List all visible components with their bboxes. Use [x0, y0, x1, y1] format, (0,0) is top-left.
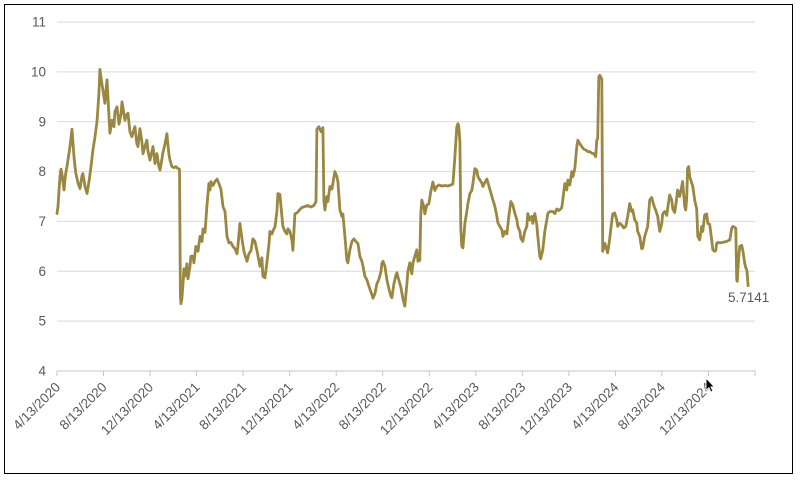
x-tick-label: 4/13/2024 [568, 379, 621, 432]
x-tick-label: 4/13/2021 [150, 380, 203, 433]
x-tick-label: 4/13/2023 [429, 380, 482, 433]
y-tick-label: 6 [38, 264, 46, 279]
y-tick-label: 4 [38, 364, 46, 379]
last-value-data-label: 5.7141 [728, 290, 770, 305]
x-tick-label: 4/13/2020 [10, 380, 63, 433]
y-tick-label: 5 [38, 314, 46, 329]
y-tick-label: 7 [38, 214, 46, 229]
y-tick-label: 10 [31, 65, 46, 80]
mouse-cursor-icon [705, 378, 716, 393]
data-series-line [55, 68, 750, 308]
y-tick-label: 11 [32, 15, 46, 30]
y-tick-label: 8 [38, 164, 46, 179]
x-tick-label: 4/13/2022 [289, 380, 342, 433]
y-tick-label: 9 [38, 114, 46, 129]
